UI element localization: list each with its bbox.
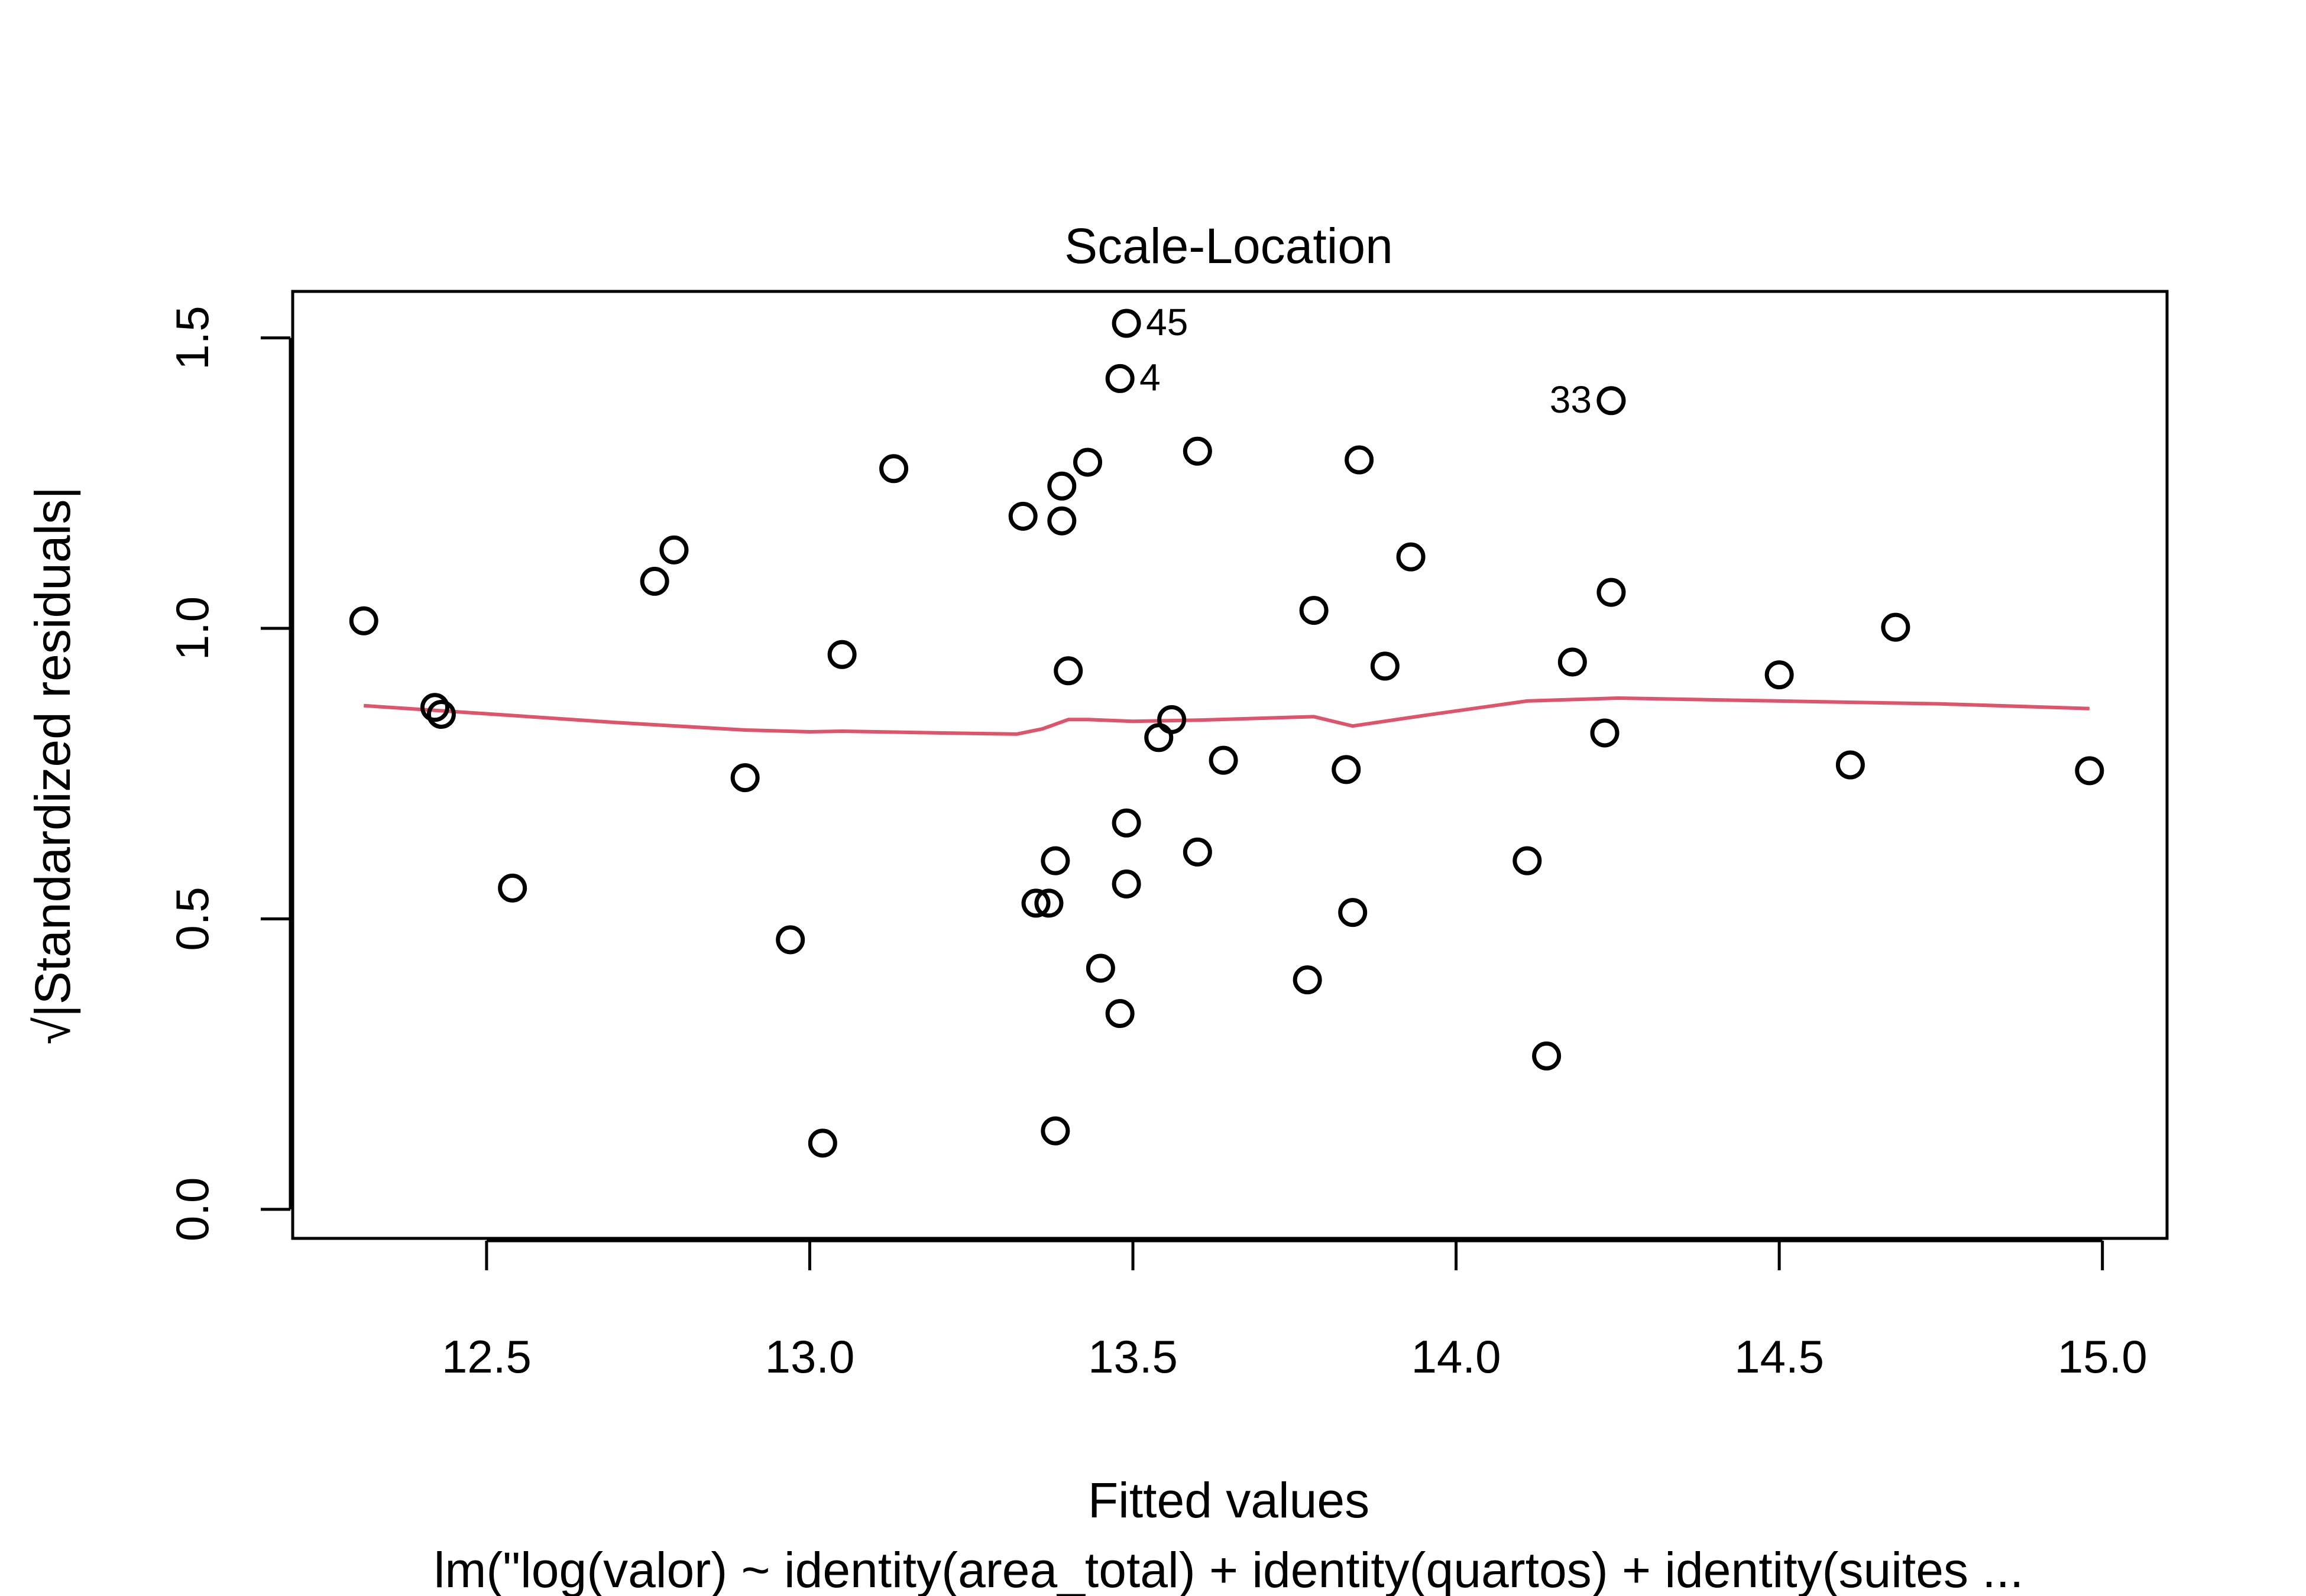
data-point [1034, 888, 1064, 918]
data-point [1764, 660, 1794, 690]
data-point [1086, 953, 1115, 983]
data-point [1041, 846, 1070, 875]
y-tick-label: 1.5 [166, 306, 218, 369]
data-point [1112, 808, 1141, 838]
data-point [879, 454, 909, 484]
x-tick-label: 14.5 [1734, 1331, 1824, 1383]
data-point [420, 693, 449, 722]
y-tick-label: 0.5 [166, 887, 218, 951]
x-tick-label: 13.5 [1088, 1331, 1178, 1383]
data-point [1512, 846, 1542, 875]
data-point [1041, 1116, 1070, 1146]
point-label: 33 [1550, 378, 1592, 421]
points-layer [349, 309, 2104, 1158]
x-axis: 12.5 13.0 13.5 14.0 14.5 15.0 [442, 1239, 2148, 1383]
data-point [1396, 542, 1426, 572]
data-point [1299, 596, 1329, 625]
smooth-line-layer [364, 696, 2090, 736]
data-point [1596, 386, 1626, 416]
data-point [498, 873, 527, 903]
data-point [640, 566, 669, 596]
data-point [1596, 578, 1626, 607]
data-point [1008, 501, 1038, 531]
data-point [1183, 436, 1212, 466]
data-point [1370, 651, 1400, 681]
y-axis-title: √|Standardized residuals| [25, 486, 80, 1044]
data-point [1209, 745, 1238, 775]
point-label: 45 [1146, 301, 1188, 343]
data-point [1157, 705, 1187, 734]
chart-title: Scale-Location [1064, 218, 1393, 274]
data-point [808, 1128, 837, 1158]
data-point [1557, 647, 1587, 677]
data-point [1835, 750, 1865, 780]
data-point [1881, 612, 1910, 642]
data-point [659, 535, 689, 565]
data-point [1073, 447, 1103, 477]
x-tick-label: 12.5 [442, 1331, 532, 1383]
smooth-trend-line [364, 696, 2090, 736]
data-point [1112, 309, 1141, 338]
data-point [827, 640, 857, 669]
x-axis-title: Fitted values [1088, 1472, 1369, 1528]
data-point [1047, 471, 1077, 501]
data-point [1112, 869, 1141, 898]
data-point [1105, 999, 1135, 1029]
data-point [730, 763, 760, 793]
data-point [1338, 898, 1368, 927]
data-point [776, 925, 805, 955]
data-point [1021, 888, 1051, 918]
data-point [349, 606, 378, 635]
data-point [1054, 656, 1083, 686]
data-point [1183, 837, 1212, 867]
point-label: 4 [1139, 356, 1161, 398]
data-point [2075, 756, 2104, 786]
data-point [1532, 1041, 1562, 1071]
data-point [1293, 965, 1322, 995]
data-point [1345, 445, 1374, 475]
data-point [1047, 506, 1077, 536]
point-labels-layer: 4 45 33 [1139, 301, 1592, 421]
plot-frame [291, 290, 2169, 1240]
x-tick-label: 15.0 [2058, 1331, 2148, 1383]
data-point [426, 699, 456, 729]
y-tick-label: 1.0 [166, 596, 218, 660]
x-tick-label: 14.0 [1411, 1331, 1501, 1383]
data-point [1332, 755, 1361, 784]
data-point [1590, 718, 1620, 748]
y-tick-label: 0.0 [166, 1177, 218, 1241]
data-point [1105, 364, 1135, 393]
x-tick-label: 13.0 [765, 1331, 855, 1383]
model-formula-subtitle: lm("log(valor) ~ identity(area_total) + … [434, 1542, 2024, 1596]
y-axis: 0.0 0.5 1.0 1.5 [166, 306, 292, 1241]
